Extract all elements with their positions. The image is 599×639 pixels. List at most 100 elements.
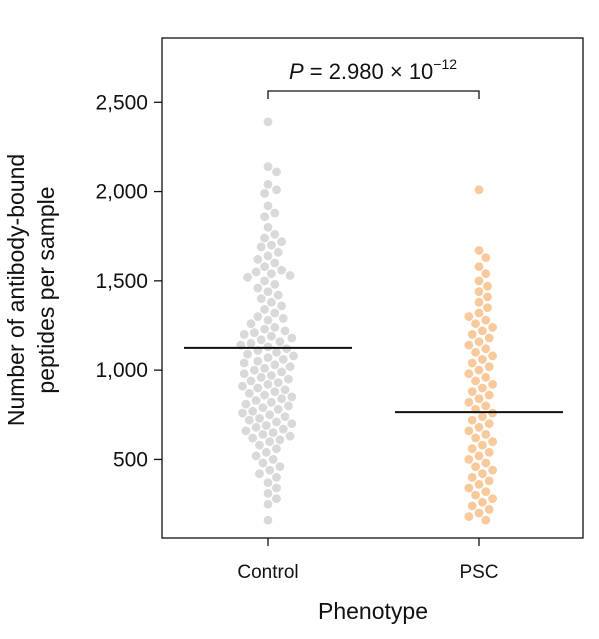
data-point-control [273,290,283,300]
data-point-control [267,297,276,307]
data-point-psc [488,322,497,332]
data-point-control [263,251,273,261]
data-point-control [277,367,286,377]
data-point-control [253,312,263,321]
data-point-psc [467,415,477,425]
data-point-psc [481,458,491,468]
data-point-control [260,233,269,243]
data-point-psc [474,394,484,404]
data-point-psc [483,303,492,312]
data-point-psc [481,269,491,279]
data-point-control [273,378,283,387]
data-point-control [251,451,261,461]
data-point-control [270,322,280,332]
data-point-psc [478,497,487,507]
data-point-control [238,408,247,418]
data-point-control [267,371,276,380]
data-point-control [263,117,273,127]
p-value-text: = 2.980 × 10 [304,59,434,84]
data-point-control [239,330,249,339]
data-point-control [289,351,298,361]
data-point-control [263,315,273,325]
data-point-control [263,353,273,362]
data-point-psc [464,340,474,350]
data-point-control [268,455,278,464]
data-point-control [256,372,266,382]
data-point-psc [474,422,484,432]
data-point-control [270,208,280,218]
data-point-psc [467,501,477,511]
data-point-control [272,483,281,493]
data-point-control [246,376,256,386]
data-point-psc [474,276,484,286]
data-point-psc [474,185,484,195]
data-point-control [270,387,280,396]
data-point-control [258,403,268,412]
data-point-control [272,185,281,195]
data-point-psc [478,326,487,336]
data-point-psc [481,401,491,411]
data-point-control [250,365,259,375]
data-point-control [285,362,295,371]
data-point-psc [484,447,494,457]
data-point-control [261,421,271,430]
data-point-psc [478,383,487,393]
data-point-control [260,189,269,198]
data-point-psc [471,319,480,329]
data-point-control [241,426,251,436]
data-point-control [244,415,254,425]
data-point-control [263,287,273,296]
data-point-control [267,331,276,341]
data-point-psc [484,476,494,486]
data-point-control [275,337,285,346]
data-point-control [287,392,297,402]
data-point-control [256,294,266,304]
data-point-control [248,433,258,443]
data-point-control [272,444,281,454]
data-point-control [260,390,269,400]
data-point-psc [488,351,497,361]
data-point-control [246,339,256,348]
data-point-psc [481,515,491,525]
data-point-control [267,269,276,279]
data-point-control [260,305,269,314]
data-point-control [256,242,266,252]
significance-label: P = 2.980 × 10−12 [289,56,457,84]
data-point-psc [471,347,480,357]
data-point-psc [467,330,477,339]
data-point-control [241,399,251,409]
data-point-control [270,258,280,268]
data-point-psc [464,426,474,436]
data-point-control [260,364,269,373]
data-point-control [253,283,263,293]
data-point-psc [484,362,494,371]
y-tick-label: 500 [113,448,148,471]
data-point-control [278,355,288,364]
data-point-control [260,212,269,222]
data-point-control [272,167,281,177]
data-point-psc [464,369,474,379]
data-point-control [256,335,266,345]
data-points [236,117,497,525]
data-point-control [243,349,253,359]
data-point-control [248,406,258,416]
y-axis: 500 1,000 1,500 2,000 2,500 [95,91,162,471]
data-point-psc [484,390,494,400]
data-point-psc [474,480,484,489]
data-point-control [251,422,261,432]
data-point-control [265,465,275,475]
data-point-control [263,180,273,189]
data-point-control [275,435,285,445]
data-point-psc [467,387,477,396]
x-tick-label: PSC [459,562,498,583]
significance-bracket [267,90,480,99]
data-point-psc [471,490,480,500]
data-point-control [255,414,264,423]
data-point-psc [483,292,492,302]
data-point-psc [484,333,494,343]
data-point-control [272,472,281,482]
data-point-control [260,324,269,334]
data-point-control [268,428,278,437]
data-point-control [270,230,280,239]
data-point-control [258,430,268,439]
